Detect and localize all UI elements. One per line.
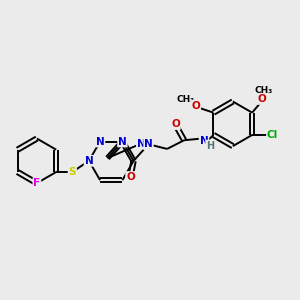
Text: S: S (69, 167, 76, 177)
Text: O: O (171, 119, 180, 129)
Text: O: O (191, 100, 200, 110)
Text: N: N (137, 139, 146, 148)
Text: N: N (96, 136, 104, 146)
Text: CH₃: CH₃ (254, 85, 273, 94)
Text: O: O (258, 94, 266, 104)
Text: Cl: Cl (267, 130, 278, 140)
Text: N: N (144, 139, 153, 149)
Text: N: N (85, 156, 93, 166)
Text: F: F (33, 178, 40, 188)
Text: N: N (118, 136, 127, 146)
Text: O: O (126, 172, 135, 182)
Text: H: H (206, 140, 214, 151)
Text: CH₃: CH₃ (176, 95, 195, 104)
Text: N: N (200, 136, 208, 146)
